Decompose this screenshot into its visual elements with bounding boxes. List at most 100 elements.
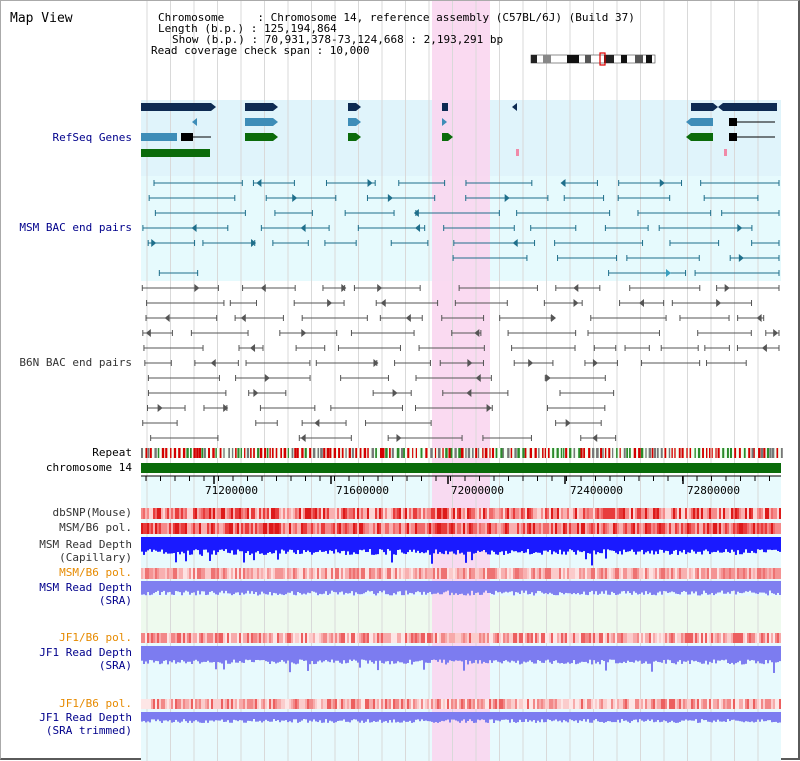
repeat-mark — [623, 448, 626, 458]
msm-capillary-depth — [147, 537, 149, 551]
axis-tick-label: 71200000 — [205, 484, 258, 497]
msm-capillary-depth — [505, 537, 507, 551]
msm-capillary-depth — [521, 537, 523, 552]
jf1-trimmed-depth — [243, 712, 245, 723]
jf1-pol-label[interactable]: JF1/B6 pol. — [59, 631, 132, 644]
jf1-sra-depth — [745, 646, 747, 664]
jf1-pol-trimmed-heat — [741, 699, 743, 709]
msm-depth-capillary-label[interactable]: MSM Read Depth — [39, 538, 132, 551]
jf1-pol-trimmed-heat — [517, 699, 519, 709]
msm-pol-heat — [313, 523, 315, 534]
msm-pol-sra-heat — [209, 568, 211, 579]
msm-capillary-depth — [709, 537, 711, 555]
jf1-trimmed-depth — [511, 712, 513, 720]
jf1-trimmed-depth — [519, 712, 521, 720]
jf1-pol-trimmed-heat — [693, 699, 695, 709]
dbsnp-heat — [775, 508, 777, 519]
msm-pol-sra-heat — [499, 568, 501, 579]
jf1-trimmed-depth — [583, 712, 585, 720]
msm-pol-sra-heat — [505, 568, 507, 579]
refseq-track-label[interactable]: RefSeq Genes — [52, 131, 132, 144]
jf1-pol-trimmed-heat — [153, 699, 155, 709]
msm-pol-track-label[interactable]: MSM/B6 pol. — [59, 521, 132, 534]
dbsnp-heat — [257, 508, 259, 519]
jf1-pol-heat — [685, 633, 687, 643]
msm-pol-heat — [639, 523, 641, 534]
strand-arrow — [713, 103, 718, 111]
msm-pol-sra-heat — [241, 568, 243, 579]
msm-sra-depth — [401, 581, 403, 596]
dbsnp-track-label[interactable]: dbSNP(Mouse) — [52, 506, 132, 519]
jf1-sra-depth — [719, 646, 721, 661]
msm-capillary-depth — [657, 537, 659, 554]
dbsnp-heat — [501, 508, 503, 519]
repeat-mark — [766, 448, 770, 458]
jf1-pol-heat — [149, 633, 151, 643]
msm-pol-sra-heat — [297, 568, 299, 579]
dbsnp-heat — [475, 508, 477, 519]
dbsnp-heat — [197, 508, 199, 519]
jf1-trimmed-depth — [331, 712, 333, 722]
jf1-sra-depth — [409, 646, 411, 660]
msm-capillary-depth — [385, 537, 387, 555]
jf1-sra-depth — [673, 646, 675, 664]
msm-bac-track-label[interactable]: MSM BAC end pairs — [19, 221, 132, 234]
jf1-sra-depth — [191, 646, 193, 664]
jf1-sra-depth — [457, 646, 459, 661]
msm-sra-depth — [255, 581, 257, 593]
repeat-mark — [674, 448, 676, 458]
msm-pol-sra-heat — [323, 568, 325, 579]
msm-pol-sra-heat — [431, 568, 433, 579]
msm-pol-sra-heat — [285, 568, 287, 579]
msm-capillary-depth — [687, 537, 689, 553]
jf1-pol-heat — [375, 633, 377, 643]
jf1-depth-trimmed-label[interactable]: JF1 Read Depth — [39, 711, 132, 724]
jf1-sra-depth — [567, 646, 569, 663]
jf1-trimmed-depth — [395, 712, 397, 723]
dbsnp-heat — [711, 508, 713, 519]
dbsnp-heat — [433, 508, 435, 519]
msm-pol-sra-heat — [347, 568, 349, 579]
msm-sra-depth — [507, 581, 509, 593]
gene-feature — [723, 103, 777, 111]
msm-pol-sra-label[interactable]: MSM/B6 pol. — [59, 566, 132, 579]
msm-sra-depth — [385, 581, 387, 595]
msm-pol-sra-heat — [331, 568, 333, 579]
msm-sra-depth — [179, 581, 181, 593]
msm-pol-sra-heat — [423, 568, 425, 579]
msm-depth-sra-label[interactable]: MSM Read Depth — [39, 581, 132, 594]
jf1-sra-depth — [609, 646, 611, 660]
dbsnp-heat — [483, 508, 485, 519]
jf1-pol-trimmed-heat — [245, 699, 247, 709]
b6n-bac-track-label[interactable]: B6N BAC end pairs — [19, 356, 132, 369]
jf1-pol-heat — [721, 633, 723, 643]
jf1-pol-heat — [729, 633, 731, 643]
msm-pol-heat — [475, 523, 477, 534]
msm-pol-heat — [409, 523, 411, 534]
msm-sra-depth — [247, 581, 249, 591]
jf1-trimmed-depth — [193, 712, 195, 722]
msm-sra-depth — [629, 581, 631, 594]
jf1-trimmed-depth — [667, 712, 669, 723]
jf1-trimmed-depth — [445, 712, 447, 721]
msm-pol-sra-heat — [251, 568, 253, 579]
msm-pol-sra-heat — [777, 568, 779, 579]
jf1-sra-depth — [229, 646, 231, 664]
jf1-pol-trimmed-heat — [257, 699, 259, 709]
msm-pol-sra-heat — [359, 568, 361, 579]
msm-sra-depth — [469, 581, 471, 596]
dbsnp-heat — [471, 508, 473, 519]
msm-sra-depth — [441, 581, 443, 595]
repeat-mark — [425, 448, 428, 458]
msm-capillary-depth — [379, 537, 381, 550]
msm-sra-depth — [177, 581, 179, 592]
jf1-pol-heat — [387, 633, 389, 643]
repeat-mark — [678, 448, 681, 458]
jf1-pol-trimmed-label[interactable]: JF1/B6 pol. — [59, 697, 132, 710]
jf1-pol-trimmed-heat — [549, 699, 551, 709]
jf1-trimmed-depth — [547, 712, 549, 720]
jf1-sra-depth — [563, 646, 565, 664]
jf1-depth-label[interactable]: JF1 Read Depth — [39, 646, 132, 659]
jf1-pol-heat — [213, 633, 215, 643]
